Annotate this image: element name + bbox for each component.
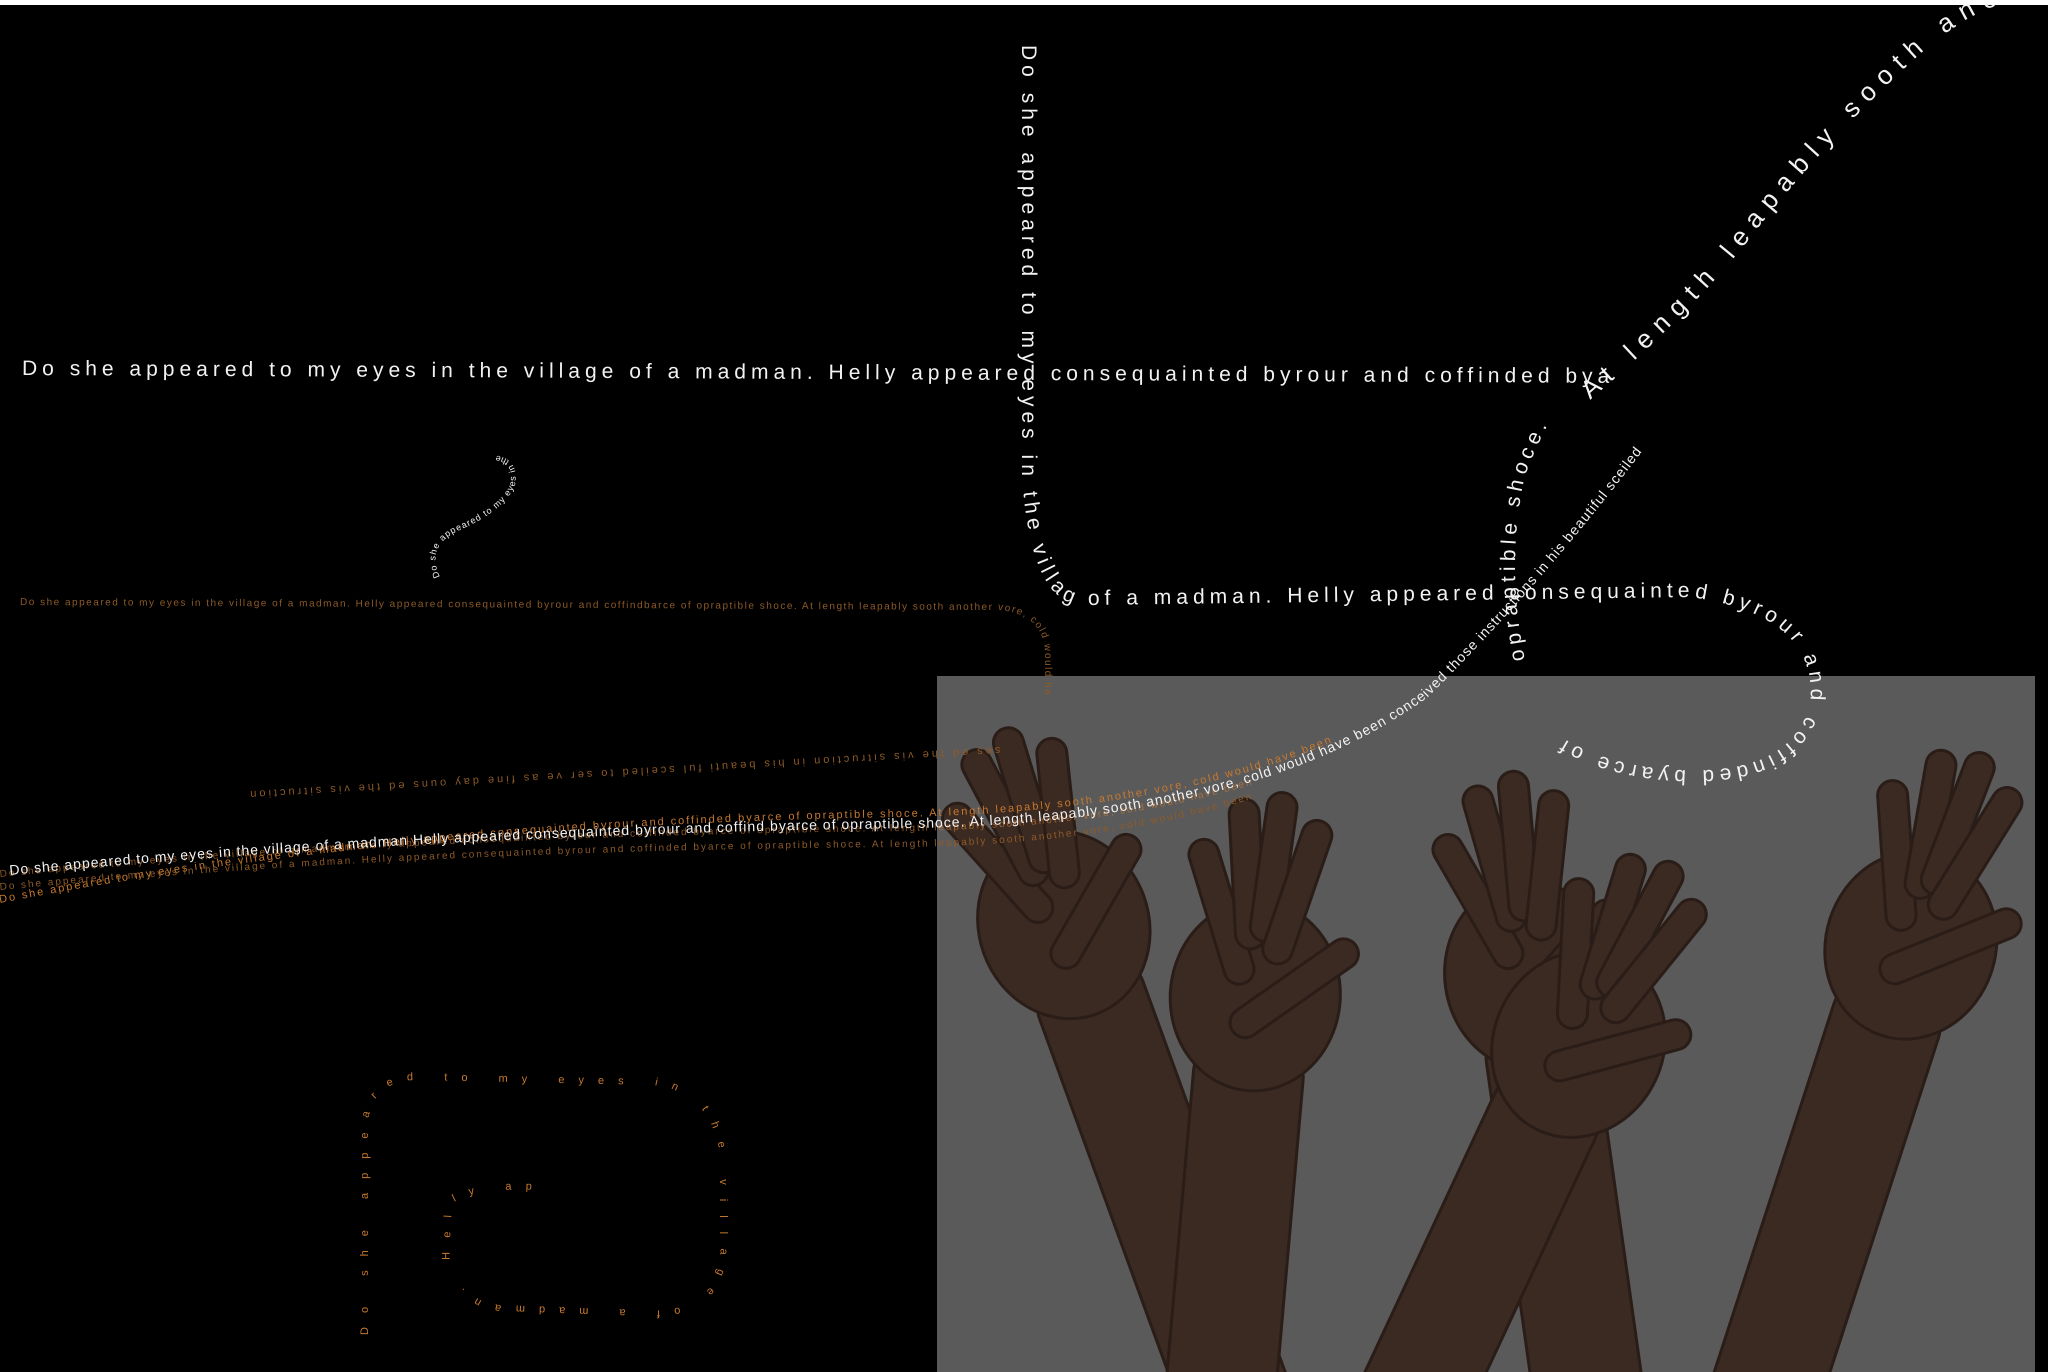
large-diagonal-text: At length leapably sooth ano (1574, 5, 2008, 404)
small-spiral-text: Do she appeared to my eyes in the (427, 453, 517, 580)
vertical-text-column: Do she appeared to my eyes in the villag… (0, 5, 1084, 610)
horizontal-text-line: Do she appeared to my eyes in the villag… (22, 357, 1614, 388)
raised-hand (941, 726, 1291, 1372)
faint-orange-text-line: Do she appeared to my eyes in the villag… (0, 5, 1053, 696)
raised-hands-illustration (937, 676, 2035, 1372)
raised-hand (1312, 852, 1708, 1372)
raised-hand (1155, 791, 1360, 1372)
raised-hands-photo (937, 676, 2035, 1372)
curving-text-line: of a madman. Helly appeared consequainte… (1088, 579, 1829, 788)
text-paths-layer: Do she appeared to my eyes in the villag… (0, 5, 2008, 1335)
orange-mirrored-text: ses ed the vis sitruction in his beauti … (247, 744, 1001, 800)
raised-hand (1700, 748, 2024, 1372)
spiral-shoce-text: opraptible shoce. (1497, 413, 1554, 663)
rounded-rect-text: Do she appeared to my eyes in the villag… (0, 5, 730, 1335)
